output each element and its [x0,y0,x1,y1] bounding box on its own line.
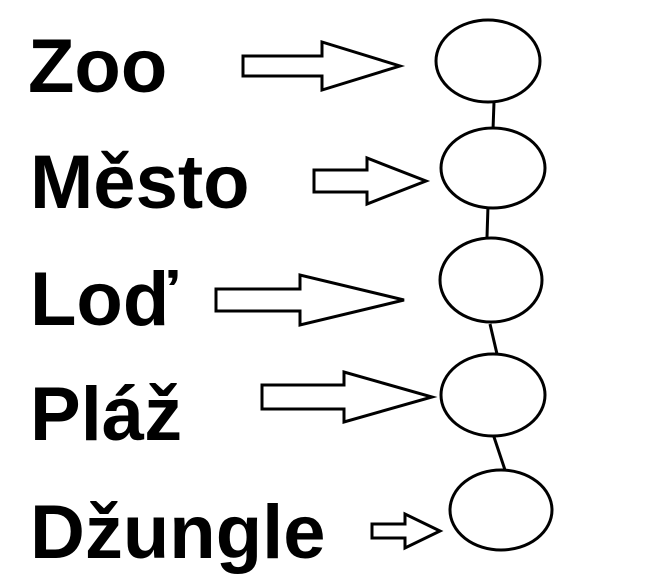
answer-circle[interactable] [439,126,547,210]
arrow-right-icon [260,370,438,424]
answer-circle[interactable] [448,468,554,552]
arrow-right-icon [241,39,406,93]
word-label-zoo: Zoo [28,24,167,109]
word-label-plaz: Pláž [30,372,182,457]
arrow-right-icon [312,155,431,207]
arrow-right-icon [214,273,405,327]
word-label-mesto: Město [30,140,250,225]
arrow-right-icon [370,511,444,551]
word-label-lod: Loď [30,257,178,342]
connector-line [485,205,490,238]
connector-line [491,101,496,131]
connector-line [488,323,499,355]
connector-line [491,433,507,471]
word-label-dzungle: Džungle [30,490,326,575]
answer-circle[interactable] [434,18,542,104]
answer-circle[interactable] [439,352,547,438]
answer-circle[interactable] [438,236,544,324]
